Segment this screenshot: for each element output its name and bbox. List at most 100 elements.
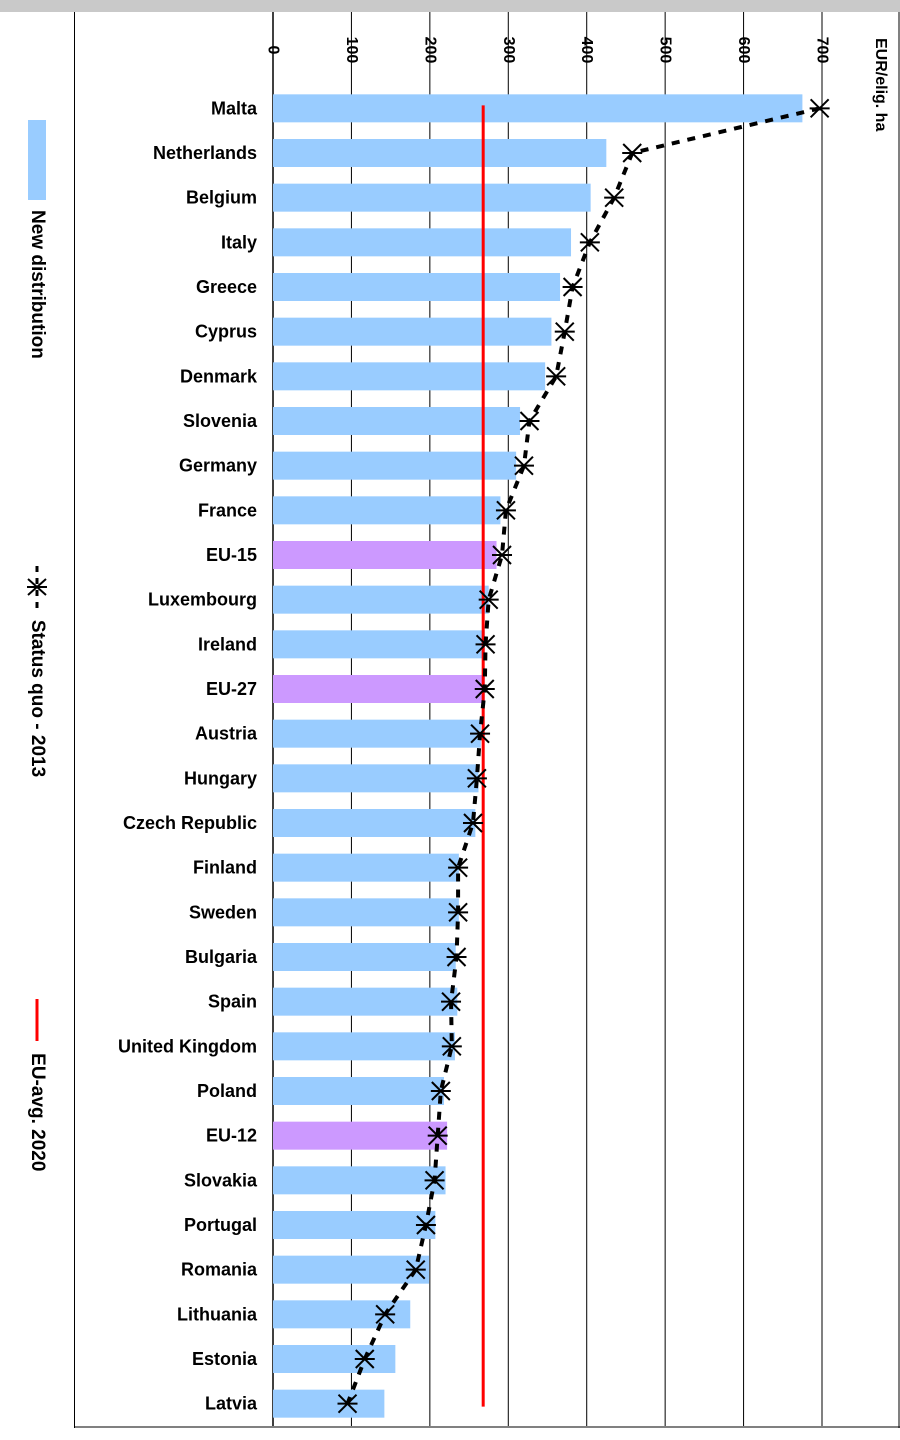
legend-item-new-distribution: New distribution	[26, 120, 48, 359]
status-quo-point	[495, 500, 516, 521]
status-quo-point	[448, 902, 469, 923]
status-quo-point	[354, 1349, 375, 1369]
category-label: Italy	[221, 232, 257, 252]
category-labels: Malta Netherlands Belgium Italy Greece Cyprus…	[118, 98, 258, 1413]
legend-reference-swatch	[35, 999, 39, 1042]
status-quo-point	[513, 455, 534, 476]
category-label: Belgium	[186, 188, 257, 208]
category-label: Slovenia	[183, 411, 258, 431]
bar	[273, 407, 521, 435]
bar	[273, 943, 456, 971]
category-label: Portugal	[184, 1215, 257, 1235]
bar	[273, 809, 476, 837]
bar	[273, 630, 485, 659]
bar	[273, 1211, 436, 1239]
status-quo-point	[562, 277, 583, 297]
status-quo-point	[441, 991, 462, 1012]
category-label: Netherlands	[153, 143, 257, 163]
category-label: EU-27	[206, 679, 257, 699]
bar	[273, 853, 459, 882]
bar	[273, 94, 803, 123]
legend-label-status-quo: Status quo - 2013	[27, 619, 48, 778]
bar	[273, 451, 517, 480]
status-quo-point	[474, 679, 495, 699]
bar	[273, 362, 546, 391]
status-quo-point	[546, 366, 567, 387]
status-quo-point	[415, 1215, 436, 1235]
bar	[273, 987, 458, 1016]
status-quo-point	[446, 947, 467, 967]
legend-item-eu-avg: EU-avg. 2020	[22, 997, 52, 1171]
legend	[0, 12, 75, 1428]
bar	[273, 1389, 385, 1418]
category-label: France	[198, 500, 257, 520]
category-label: Hungary	[184, 768, 257, 788]
category-label: Sweden	[189, 902, 257, 922]
bar	[273, 764, 479, 793]
category-label: Poland	[197, 1081, 257, 1101]
category-label: EU-12	[206, 1126, 257, 1146]
category-label: Cyprus	[195, 322, 257, 342]
category-label: Romania	[181, 1260, 258, 1280]
bar	[273, 1345, 396, 1373]
bar	[273, 139, 607, 167]
category-label: Malta	[211, 98, 258, 118]
bar	[273, 228, 572, 257]
category-label: Estonia	[192, 1349, 258, 1369]
status-quo-point	[554, 321, 575, 342]
category-label: Latvia	[205, 1394, 258, 1414]
category-label: Germany	[179, 456, 257, 476]
bar	[273, 541, 497, 569]
status-quo-point	[430, 1081, 451, 1101]
bar	[273, 675, 485, 703]
bar	[273, 1255, 430, 1284]
category-label: EU-15	[206, 545, 257, 565]
status-quo-point	[809, 98, 830, 119]
tick-label: 0	[265, 46, 282, 55]
status-quo-point	[470, 723, 491, 744]
status-quo-point	[441, 1036, 462, 1057]
bar	[273, 183, 591, 212]
tick-label: 600	[735, 37, 752, 64]
category-label: Slovakia	[184, 1170, 258, 1190]
status-quo-point	[622, 143, 643, 163]
legend-label-new-distribution: New distribution	[27, 210, 48, 359]
status-quo-point	[466, 768, 487, 789]
status-quo-point	[579, 232, 600, 253]
category-label: Czech Republic	[123, 813, 257, 833]
bar	[273, 898, 459, 927]
tick-label: 200	[421, 37, 438, 64]
status-quo-point	[448, 857, 469, 878]
status-quo-polyline	[345, 106, 821, 1405]
category-label: Luxembourg	[148, 590, 257, 610]
bar	[273, 1077, 444, 1105]
axis-title: EUR/elig. ha	[872, 38, 889, 132]
tick-label: 400	[578, 37, 595, 64]
status-quo-point	[375, 1304, 396, 1325]
bar	[273, 585, 489, 614]
category-label: Bulgaria	[185, 947, 258, 967]
status-quo-line	[337, 98, 830, 1414]
legend-bar-swatch	[28, 120, 46, 200]
legend-label-eu-avg: EU-avg. 2020	[27, 1053, 48, 1172]
top-frame-strip	[0, 0, 900, 12]
status-quo-point	[424, 1170, 445, 1191]
category-label: Finland	[193, 858, 257, 878]
category-label: Greece	[196, 277, 257, 297]
bar	[273, 273, 561, 301]
bar	[273, 1166, 446, 1195]
category-label: Lithuania	[177, 1304, 258, 1324]
status-quo-point	[427, 1125, 448, 1146]
bars	[273, 94, 803, 1418]
tick-label: 100	[343, 37, 360, 64]
bar	[273, 1121, 448, 1150]
bar	[273, 1032, 455, 1061]
category-label: United Kingdom	[118, 1036, 257, 1056]
status-quo-point	[337, 1393, 358, 1414]
bar	[273, 719, 481, 748]
status-quo-point	[462, 813, 483, 833]
legend-item-status-quo: Status quo - 2013	[22, 564, 52, 777]
tick-label: 500	[657, 37, 674, 64]
category-label: Ireland	[198, 634, 257, 654]
